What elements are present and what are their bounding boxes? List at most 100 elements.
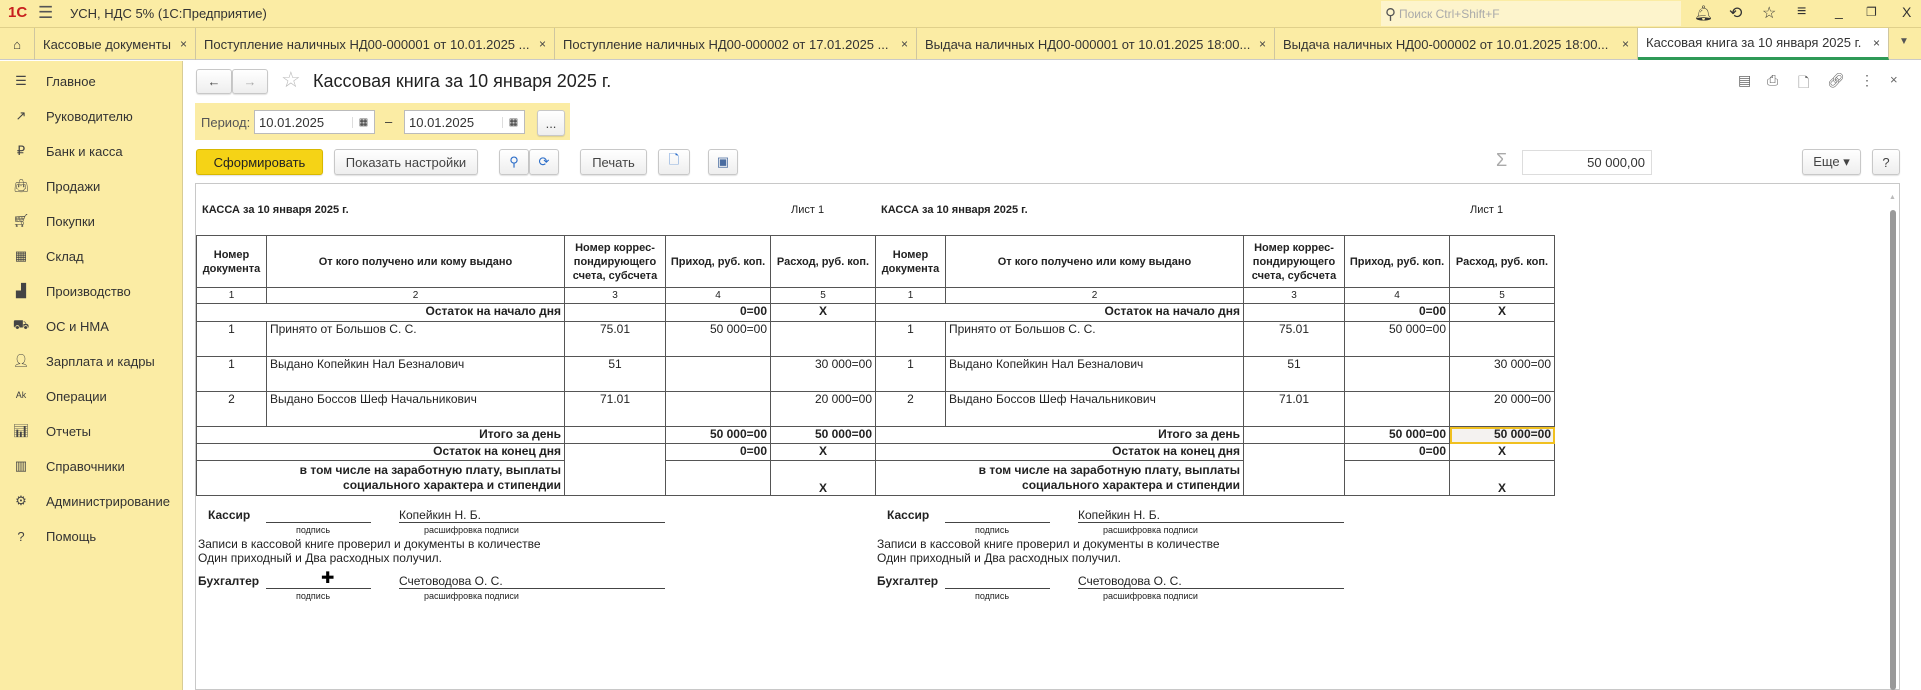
table-row: 1 Принято от Большов С. С. 75.01 50 000=00	[875, 321, 1555, 357]
show-settings-button[interactable]: Показать настройки	[334, 149, 478, 175]
date-to-field[interactable]: 10.01.2025 ▦	[404, 110, 525, 134]
signature-line	[399, 588, 665, 589]
home-tab[interactable]: ⌂	[0, 28, 35, 60]
close-tab-icon[interactable]: ×	[900, 37, 908, 51]
sheet-number: Лист 1	[1470, 204, 1504, 216]
cell: 4	[665, 287, 771, 304]
restore-icon[interactable]: ❐	[1866, 5, 1877, 19]
table-row: 2 Выдано Боссов Шеф Начальникович 71.01 20 …	[196, 391, 876, 427]
cell: Итого за день	[196, 426, 565, 444]
close-window-icon[interactable]: X	[1902, 4, 1912, 20]
sidebar-item[interactable]: 👜︎ Продажи	[0, 171, 183, 201]
sidebar-item[interactable]: ↗ Руководителю	[0, 101, 183, 131]
scroll-up-icon[interactable]: ▲	[1889, 194, 1896, 201]
table-row: 1 Выдано Копейкин Нал Безналович 51 30 000=…	[196, 356, 876, 392]
find-button[interactable]: ⚲	[499, 149, 529, 175]
salary-label: социального характера и стипендии	[343, 478, 561, 492]
close-tab-icon[interactable]: ×	[1258, 37, 1266, 51]
cell: Остаток на конец дня	[875, 443, 1244, 461]
signature-caption: подпись	[296, 591, 331, 601]
period-label: Период:	[201, 115, 251, 130]
close-tab-icon[interactable]: ×	[1872, 35, 1880, 50]
sidebar-item[interactable]: ▟ Производство	[0, 276, 183, 306]
print-button[interactable]: Печать	[580, 149, 647, 175]
calendar-icon[interactable]: ▦	[502, 116, 524, 128]
tab-payout-2[interactable]: Выдача наличных НД00-000002 от 10.01.202…	[1275, 28, 1638, 60]
select-period-button[interactable]: ...	[537, 110, 565, 136]
sidebar-item[interactable]: ▦ Склад	[0, 241, 183, 271]
sum-field[interactable]: 50 000,00	[1522, 150, 1652, 175]
calendar-icon[interactable]: ▦	[352, 116, 374, 128]
save-button[interactable]: ▣	[708, 149, 738, 175]
cell: 2	[945, 287, 1244, 304]
close-tab-icon[interactable]: ×	[179, 37, 187, 51]
forward-button[interactable]: →	[232, 69, 268, 94]
signature-line	[266, 588, 371, 589]
search-input[interactable]: Поиск Ctrl+Shift+F	[1399, 6, 1500, 21]
back-button[interactable]: ←	[196, 69, 232, 94]
cell: 51	[1243, 356, 1345, 392]
cash-book-table: Номер документа От кого получено или кому…	[875, 235, 1555, 496]
history-icon[interactable]: ⟲	[1729, 5, 1743, 22]
arrow-left-icon: ←	[207, 74, 221, 89]
decode-caption: расшифровка подписи	[424, 525, 519, 535]
sidebar-item[interactable]: ⚙ Администрирование	[0, 486, 183, 516]
scrollbar[interactable]	[1890, 210, 1896, 690]
sidebar-item[interactable]: 🛒︎ Покупки	[0, 206, 183, 236]
help-button[interactable]: ?	[1872, 149, 1900, 175]
cell: Принято от Большов С. С.	[945, 321, 1244, 357]
tab-receipt-2[interactable]: Поступление наличных НД00-000002 от 17.0…	[555, 28, 917, 60]
global-search[interactable]: ⚲ Поиск Ctrl+Shift+F	[1381, 1, 1681, 26]
sidebar-item[interactable]: 📊︎ Отчеты	[0, 416, 183, 446]
sidebar-item[interactable]: ⛟ ОС и НМА	[0, 311, 183, 341]
cell: X	[1449, 303, 1555, 322]
tab-receipt-1[interactable]: Поступление наличных НД00-000001 от 10.0…	[196, 28, 555, 60]
report-spreadsheet[interactable]: Номер документа От кого получено или кому…	[195, 183, 1900, 690]
cell: Выдано Боссов Шеф Начальникович	[945, 391, 1244, 427]
preview-icon[interactable]: 🗋︎	[1798, 74, 1810, 90]
cell: 71.01	[1243, 391, 1345, 427]
settings-menu-icon[interactable]: ≡	[1797, 3, 1807, 20]
table-row: 1 Выдано Копейкин Нал Безналович 51 30 000=…	[875, 356, 1555, 392]
accountant-label: Бухгалтер	[198, 574, 260, 588]
bell-icon[interactable]: 🔔︎	[1694, 5, 1714, 22]
print-icon[interactable]: ⎙	[1767, 72, 1779, 88]
sidebar-item[interactable]: ▥ Справочники	[0, 451, 183, 481]
cell: 1	[196, 287, 267, 304]
date-from-field[interactable]: 10.01.2025 ▦	[254, 110, 375, 134]
sidebar-item[interactable]: ₽ Банк и касса	[0, 136, 183, 166]
print-preview-button[interactable]: 🗋︎	[658, 149, 690, 175]
cashier-label: Кассир	[208, 508, 251, 522]
close-form-icon[interactable]: ×	[1890, 72, 1898, 87]
close-tab-icon[interactable]: ×	[538, 37, 546, 51]
tab-cash-documents[interactable]: Кассовые документы ×	[35, 28, 196, 60]
sidebar-item[interactable]: 👤︎ Зарплата и кадры	[0, 346, 183, 376]
cell: Итого за день	[875, 426, 1244, 444]
favorite-star-icon[interactable]: ☆	[281, 67, 301, 92]
close-tab-icon[interactable]: ×	[1621, 37, 1629, 51]
save-icon[interactable]: ▤	[1738, 72, 1752, 88]
cash-book-table: Номер документа От кого получено или кому…	[196, 235, 876, 496]
sidebar-item[interactable]: ☰ Главное	[0, 66, 183, 96]
sidebar-item[interactable]: ? Помощь	[0, 521, 183, 551]
decode-caption: расшифровка подписи	[1103, 525, 1198, 535]
salary-label: социального характера и стипендии	[1022, 478, 1240, 492]
checked-text: Один приходный и Два расходных получил.	[877, 551, 1122, 565]
signature-caption: подпись	[975, 525, 1010, 535]
link-icon[interactable]: 🔗︎	[1827, 72, 1845, 88]
tabs-dropdown-icon[interactable]: ▼	[1899, 36, 1909, 47]
cell: Номер коррес-пондирующего счета, субсчет…	[564, 235, 666, 288]
tab-payout-1[interactable]: Выдача наличных НД00-000001 от 10.01.202…	[917, 28, 1275, 60]
sidebar-item[interactable]: ᴬᵏ Операции	[0, 381, 183, 411]
cursor-icon: ✚	[321, 570, 335, 587]
main-menu-icon[interactable]: ☰	[38, 3, 54, 22]
minimize-icon[interactable]: _	[1835, 3, 1843, 19]
more-button[interactable]: Еще ▾	[1802, 149, 1861, 175]
more-actions-icon[interactable]: ⋮	[1860, 72, 1874, 88]
generate-button[interactable]: Сформировать	[196, 149, 323, 175]
cell	[564, 443, 666, 496]
star-icon[interactable]: ☆	[1762, 5, 1777, 22]
cell: Номер документа	[196, 235, 267, 288]
find-next-button[interactable]: ⟳	[529, 149, 559, 175]
tab-cash-book[interactable]: Кассовая книга за 10 января 2025 г. ×	[1638, 28, 1889, 60]
